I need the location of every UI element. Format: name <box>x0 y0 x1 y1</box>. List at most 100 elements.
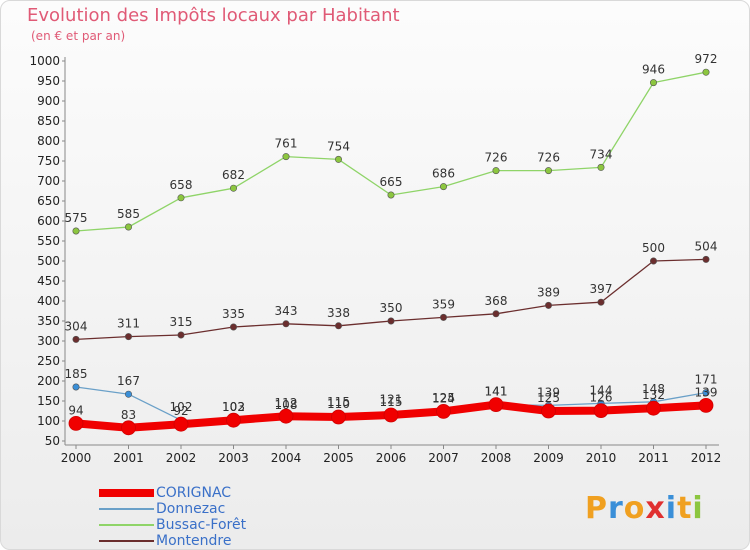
data-label-donnezac: 141 <box>485 385 508 399</box>
y-tick-label: 250 <box>37 354 60 368</box>
data-point-bussac-for-t <box>387 191 395 199</box>
y-tick-label: 750 <box>37 154 60 168</box>
y-tick-label: 200 <box>37 374 60 388</box>
y-tick-label: 400 <box>37 294 60 308</box>
y-tick-label: 650 <box>37 194 60 208</box>
data-point-montendre <box>334 322 342 330</box>
data-point-montendre <box>597 298 605 306</box>
data-point-bussac-for-t <box>177 194 185 202</box>
data-label-montendre: 350 <box>380 301 403 315</box>
data-label-corignac: 132 <box>642 388 665 402</box>
y-tick-label: 700 <box>37 174 60 188</box>
data-point-corignac <box>278 408 294 424</box>
legend-swatch-bussac-for-t <box>99 524 154 526</box>
data-label-montendre: 343 <box>275 304 298 318</box>
data-point-montendre <box>72 335 80 343</box>
data-label-montendre: 389 <box>537 285 560 299</box>
data-point-montendre <box>649 257 657 265</box>
data-label-donnezac: 115 <box>327 395 350 409</box>
legend-label-donnezac: Donnezac <box>156 501 226 517</box>
data-label-donnezac: 144 <box>590 383 613 397</box>
legend-swatch-montendre <box>99 540 154 542</box>
x-tick-label: 2005 <box>323 451 354 465</box>
data-point-bussac-for-t <box>282 153 290 161</box>
data-label-donnezac: 185 <box>65 367 88 381</box>
data-point-corignac <box>383 407 399 423</box>
data-point-montendre <box>702 255 710 263</box>
data-point-bussac-for-t <box>334 155 342 163</box>
data-label-bussac-for-t: 946 <box>642 63 665 77</box>
data-label-corignac: 141 <box>485 385 508 399</box>
data-point-bussac-for-t <box>125 223 133 231</box>
data-label-bussac-for-t: 972 <box>695 52 718 66</box>
data-point-montendre <box>230 323 238 331</box>
x-tick-label: 2008 <box>481 451 512 465</box>
data-point-corignac <box>173 416 189 432</box>
data-label-bussac-for-t: 686 <box>432 167 455 181</box>
data-point-corignac <box>646 400 661 416</box>
data-label-montendre: 338 <box>327 306 350 320</box>
data-label-montendre: 359 <box>432 297 455 311</box>
y-tick-label: 300 <box>37 334 60 348</box>
data-label-montendre: 504 <box>695 239 718 253</box>
data-point-montendre <box>125 333 133 341</box>
data-label-corignac: 94 <box>68 403 83 417</box>
data-label-corignac: 112 <box>275 396 298 410</box>
brand-letter: t <box>677 491 693 526</box>
data-label-donnezac: 108 <box>275 398 298 412</box>
data-label-bussac-for-t: 726 <box>485 151 508 165</box>
y-tick-label: 350 <box>37 314 60 328</box>
data-label-corignac: 92 <box>173 404 188 418</box>
chart-subtitle: (en € et par an) <box>31 29 126 43</box>
brand-letter: o <box>623 491 646 526</box>
x-tick-label: 2007 <box>428 451 459 465</box>
data-label-bussac-for-t: 658 <box>170 178 193 192</box>
data-label-montendre: 397 <box>590 282 613 296</box>
x-tick-label: 2006 <box>376 451 407 465</box>
x-tick-label: 2010 <box>586 451 617 465</box>
data-label-corignac: 124 <box>432 391 455 405</box>
data-label-corignac: 110 <box>327 397 350 411</box>
data-label-corignac: 139 <box>695 385 718 399</box>
brand-letter: i <box>692 491 704 526</box>
y-tick-label: 850 <box>37 114 60 128</box>
brand-logo: Proxiti <box>585 491 704 526</box>
data-label-montendre: 335 <box>222 307 245 321</box>
data-point-corignac <box>331 409 346 425</box>
data-point-bussac-for-t <box>544 167 552 175</box>
data-point-montendre <box>387 317 395 325</box>
brand-letter: x <box>645 491 666 526</box>
data-label-donnezac: 139 <box>537 385 560 399</box>
data-label-bussac-for-t: 754 <box>327 139 350 153</box>
x-tick-label: 2009 <box>533 451 564 465</box>
y-tick-label: 900 <box>37 94 60 108</box>
data-point-corignac <box>226 412 241 428</box>
brand-letter: P <box>585 491 608 526</box>
data-point-corignac <box>698 397 714 413</box>
data-label-donnezac: 102 <box>170 400 193 414</box>
data-label-corignac: 102 <box>222 400 245 414</box>
y-tick-label: 950 <box>37 74 60 88</box>
data-label-bussac-for-t: 585 <box>117 207 140 221</box>
y-tick-label: 1000 <box>29 54 60 68</box>
x-tick-label: 2001 <box>113 451 144 465</box>
brand-letter: i <box>665 491 678 526</box>
data-point-corignac <box>68 415 84 431</box>
legend-label-bussac-for-t: Bussac-Forêt <box>156 517 247 533</box>
data-point-bussac-for-t <box>649 79 657 87</box>
data-point-montendre <box>544 301 552 309</box>
data-point-bussac-for-t <box>702 68 710 76</box>
data-label-bussac-for-t: 726 <box>537 151 560 165</box>
data-point-donnezac <box>72 383 80 391</box>
legend-label-corignac: CORIGNAC <box>156 485 232 501</box>
data-point-montendre <box>282 320 290 328</box>
legend-label-montendre: Montendre <box>156 533 232 549</box>
data-label-bussac-for-t: 665 <box>380 175 403 189</box>
data-point-corignac <box>541 403 556 419</box>
data-label-bussac-for-t: 734 <box>590 147 613 161</box>
data-point-montendre <box>439 313 447 321</box>
data-label-donnezac: 148 <box>642 382 665 396</box>
y-tick-label: 100 <box>37 414 60 428</box>
